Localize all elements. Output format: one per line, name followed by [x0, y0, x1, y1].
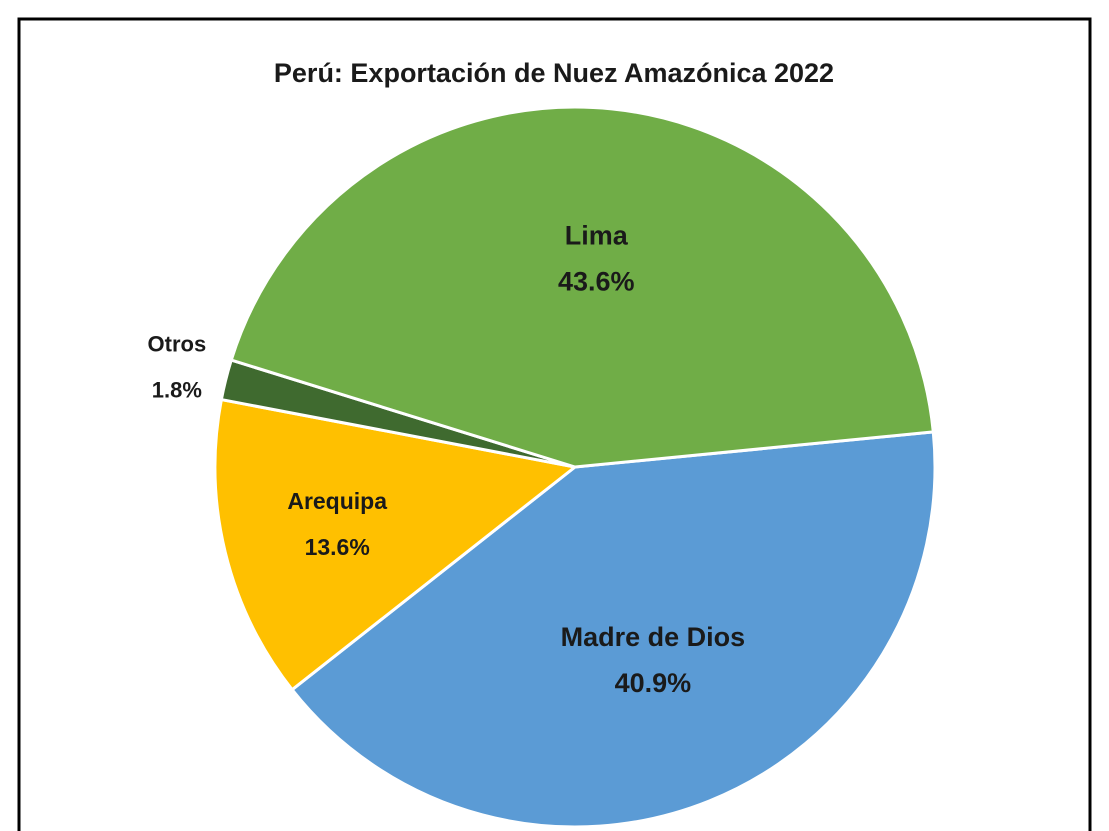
slice-value-label: 43.6% [558, 266, 635, 296]
slice-value-label: 1.8% [152, 377, 202, 402]
slice-label: Lima [565, 220, 629, 250]
pie-slice [229, 105, 935, 469]
pie-slice [213, 397, 579, 692]
slice-label: Madre de Dios [561, 622, 746, 652]
slice-value-label: 13.6% [305, 534, 370, 560]
slice-label: Arequipa [287, 488, 387, 514]
slice-value-label: 40.9% [615, 668, 692, 698]
chart-title: Perú: Exportación de Nuez Amazónica 2022 [274, 58, 834, 88]
slice-label: Otros [148, 331, 207, 356]
pie-slice [290, 430, 937, 829]
